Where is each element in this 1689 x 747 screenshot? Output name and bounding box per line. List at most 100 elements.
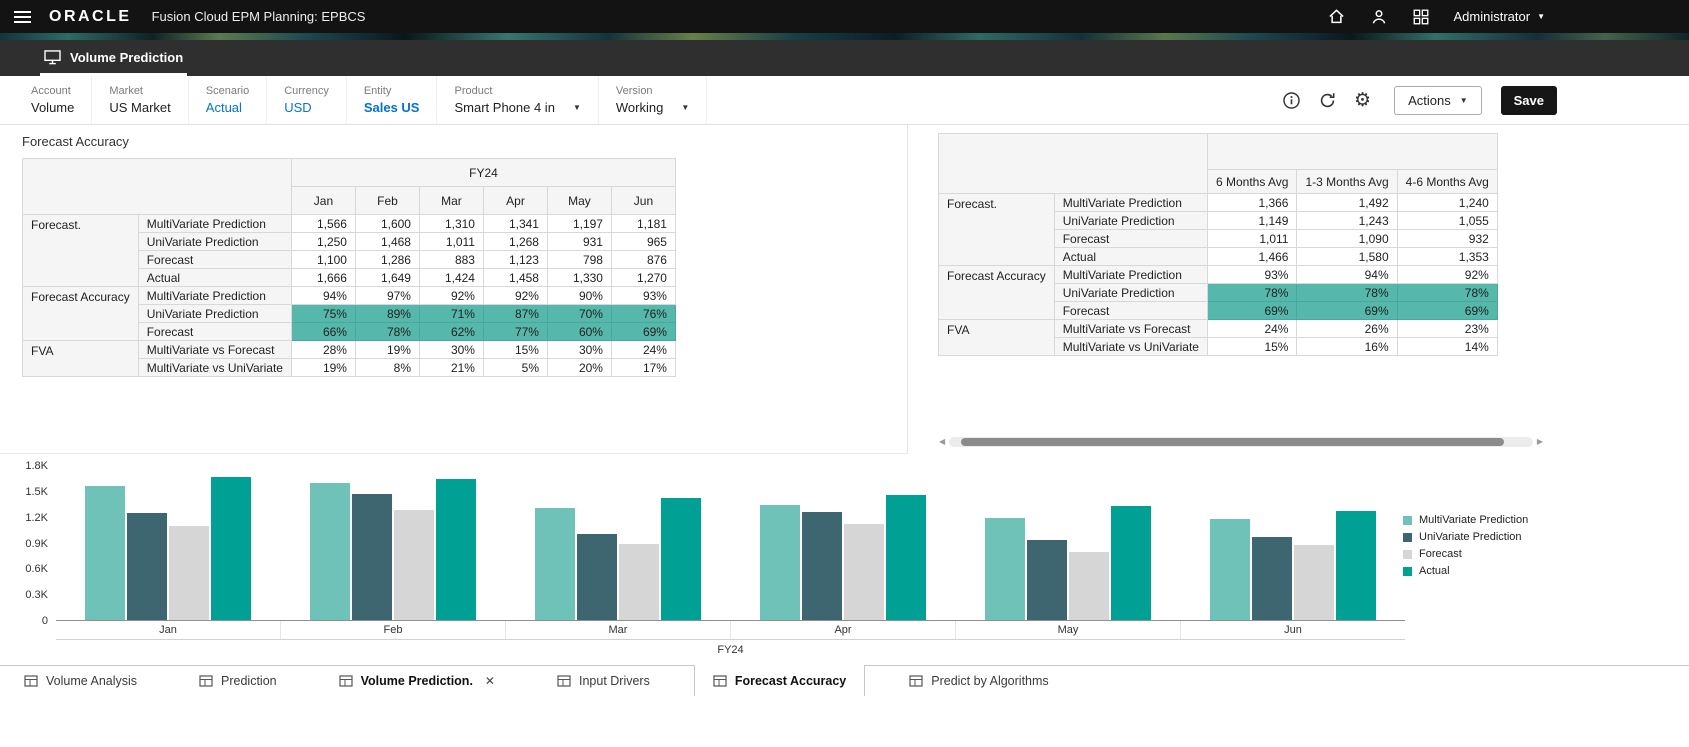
pov-account[interactable]: Account Volume [14, 76, 93, 124]
grid-cell[interactable]: 94% [1296, 265, 1398, 284]
grid-cell[interactable]: 17% [610, 358, 676, 377]
row-member-header[interactable]: MultiVariate vs UniVariate [137, 358, 292, 377]
grid-cell[interactable]: 798 [546, 250, 612, 269]
grid-cell[interactable]: 24% [1206, 319, 1298, 338]
grid-cell[interactable]: 24% [610, 340, 676, 359]
grid-cell[interactable]: 30% [546, 340, 612, 359]
row-member-header[interactable]: Forecast [137, 322, 292, 341]
legend-item-actual[interactable]: Actual [1403, 565, 1551, 577]
row-member-header[interactable]: Forecast [1053, 301, 1208, 320]
grid-cell[interactable]: 75% [290, 304, 356, 323]
grid-cell[interactable]: 14% [1396, 337, 1498, 356]
grid-cell[interactable]: 60% [546, 322, 612, 341]
user-menu[interactable]: Administrator ▼ [1454, 9, 1546, 24]
scrollbar-thumb[interactable] [960, 438, 1504, 446]
grid-cell[interactable]: 965 [610, 232, 676, 251]
bar-multivariate-prediction-mar[interactable] [535, 507, 576, 620]
row-member-header[interactable]: MultiVariate vs UniVariate [1053, 337, 1208, 356]
pov-product[interactable]: Product Smart Phone 4 in ▼ [437, 76, 599, 124]
column-header[interactable]: 6 Months Avg [1206, 169, 1298, 194]
grid-cell[interactable]: 71% [418, 304, 484, 323]
column-header[interactable]: Jan [290, 186, 356, 215]
row-group-header[interactable]: Forecast. [22, 214, 139, 287]
row-group-header[interactable]: Forecast Accuracy [938, 265, 1055, 320]
grid-cell[interactable]: 8% [354, 358, 420, 377]
grid-cell[interactable]: 1,330 [546, 268, 612, 287]
bar-univariate-prediction-jan[interactable] [127, 513, 168, 620]
grid-cell[interactable]: 931 [546, 232, 612, 251]
actions-button[interactable]: Actions ▼ [1394, 85, 1482, 115]
bar-multivariate-prediction-jan[interactable] [85, 486, 126, 620]
grid-cell[interactable]: 1,149 [1206, 211, 1298, 230]
grid-cell[interactable]: 1,090 [1296, 229, 1398, 248]
row-member-header[interactable]: MultiVariate Prediction [137, 286, 292, 305]
row-member-header[interactable]: MultiVariate vs Forecast [1053, 319, 1208, 338]
grid-cell[interactable]: 1,341 [482, 214, 548, 233]
user-icon[interactable] [1370, 8, 1388, 26]
grid-cell[interactable]: 62% [418, 322, 484, 341]
row-group-header[interactable]: FVA [938, 319, 1055, 356]
grid-cell[interactable]: 78% [1206, 283, 1298, 302]
grid-cell[interactable]: 66% [290, 322, 356, 341]
grid-cell[interactable]: 23% [1396, 319, 1498, 338]
tab-volume-prediction[interactable]: Volume Prediction [40, 42, 188, 76]
refresh-icon[interactable] [1318, 91, 1337, 110]
bar-actual-jun[interactable] [1335, 511, 1376, 620]
grid-cell[interactable]: 1,458 [482, 268, 548, 287]
pov-entity[interactable]: Entity Sales US [347, 76, 438, 124]
pov-member-value[interactable]: Actual [205, 100, 242, 115]
bar-univariate-prediction-may[interactable] [1026, 540, 1067, 620]
grid-cell[interactable]: 932 [1396, 229, 1498, 248]
row-member-header[interactable]: Actual [1053, 247, 1208, 266]
grid-cell[interactable]: 15% [482, 340, 548, 359]
grid-cell[interactable]: 19% [290, 358, 356, 377]
grid-cell[interactable]: 78% [354, 322, 420, 341]
pov-member-value[interactable]: Working ▼ [615, 100, 690, 115]
bar-forecast-may[interactable] [1068, 551, 1109, 620]
grid-cell[interactable]: 94% [290, 286, 356, 305]
row-group-header[interactable]: Forecast. [938, 193, 1055, 266]
grid-cell[interactable]: 1,468 [354, 232, 420, 251]
grid-cell[interactable]: 1,566 [290, 214, 356, 233]
chevron-down-icon[interactable]: ▼ [572, 103, 581, 112]
grid-cell[interactable]: 90% [546, 286, 612, 305]
grid-cell[interactable]: 77% [482, 322, 548, 341]
grid-cell[interactable]: 93% [610, 286, 676, 305]
bar-actual-apr[interactable] [885, 495, 926, 620]
bar-univariate-prediction-feb[interactable] [352, 494, 393, 620]
bar-univariate-prediction-mar[interactable] [577, 533, 618, 620]
grid-cell[interactable]: 1,055 [1396, 211, 1498, 230]
bar-forecast-apr[interactable] [843, 523, 884, 620]
grid-cell[interactable]: 92% [482, 286, 548, 305]
grid-cell[interactable]: 1,666 [290, 268, 356, 287]
pov-member-value[interactable]: US Market [109, 100, 171, 115]
pov-member-value[interactable]: Sales US [363, 100, 420, 115]
bar-actual-mar[interactable] [661, 498, 702, 620]
grid-cell[interactable]: 93% [1206, 265, 1298, 284]
grid-cell[interactable]: 1,466 [1206, 247, 1298, 266]
grid-cell[interactable]: 21% [418, 358, 484, 377]
oracle-logo[interactable]: ORACLE [49, 7, 132, 25]
grid-cell[interactable]: 1,492 [1296, 193, 1398, 212]
row-member-header[interactable]: Forecast [1053, 229, 1208, 248]
row-member-header[interactable]: Actual [137, 268, 292, 287]
grid-cell[interactable]: 69% [1396, 301, 1498, 320]
pov-member-value[interactable]: USD [284, 100, 312, 115]
bottom-tab-forecast-accuracy[interactable]: Forecast Accuracy [693, 665, 866, 696]
column-header[interactable]: Feb [354, 186, 420, 215]
grid-cell[interactable]: 876 [610, 250, 676, 269]
grid-cell[interactable]: 69% [1296, 301, 1398, 320]
bar-multivariate-prediction-apr[interactable] [759, 505, 800, 620]
grid-cell[interactable]: 5% [482, 358, 548, 377]
bar-multivariate-prediction-feb[interactable] [310, 483, 351, 620]
grid-cell[interactable]: 1,310 [418, 214, 484, 233]
row-member-header[interactable]: UniVariate Prediction [137, 304, 292, 323]
grid-cell[interactable]: 1,181 [610, 214, 676, 233]
row-member-header[interactable]: MultiVariate Prediction [1053, 193, 1208, 212]
grid-cell[interactable]: 1,600 [354, 214, 420, 233]
menu-icon[interactable] [12, 7, 33, 27]
grid-cell[interactable]: 1,580 [1296, 247, 1398, 266]
home-icon[interactable] [1327, 7, 1346, 26]
grid-cell[interactable]: 1,286 [354, 250, 420, 269]
grid-cell[interactable]: 883 [418, 250, 484, 269]
